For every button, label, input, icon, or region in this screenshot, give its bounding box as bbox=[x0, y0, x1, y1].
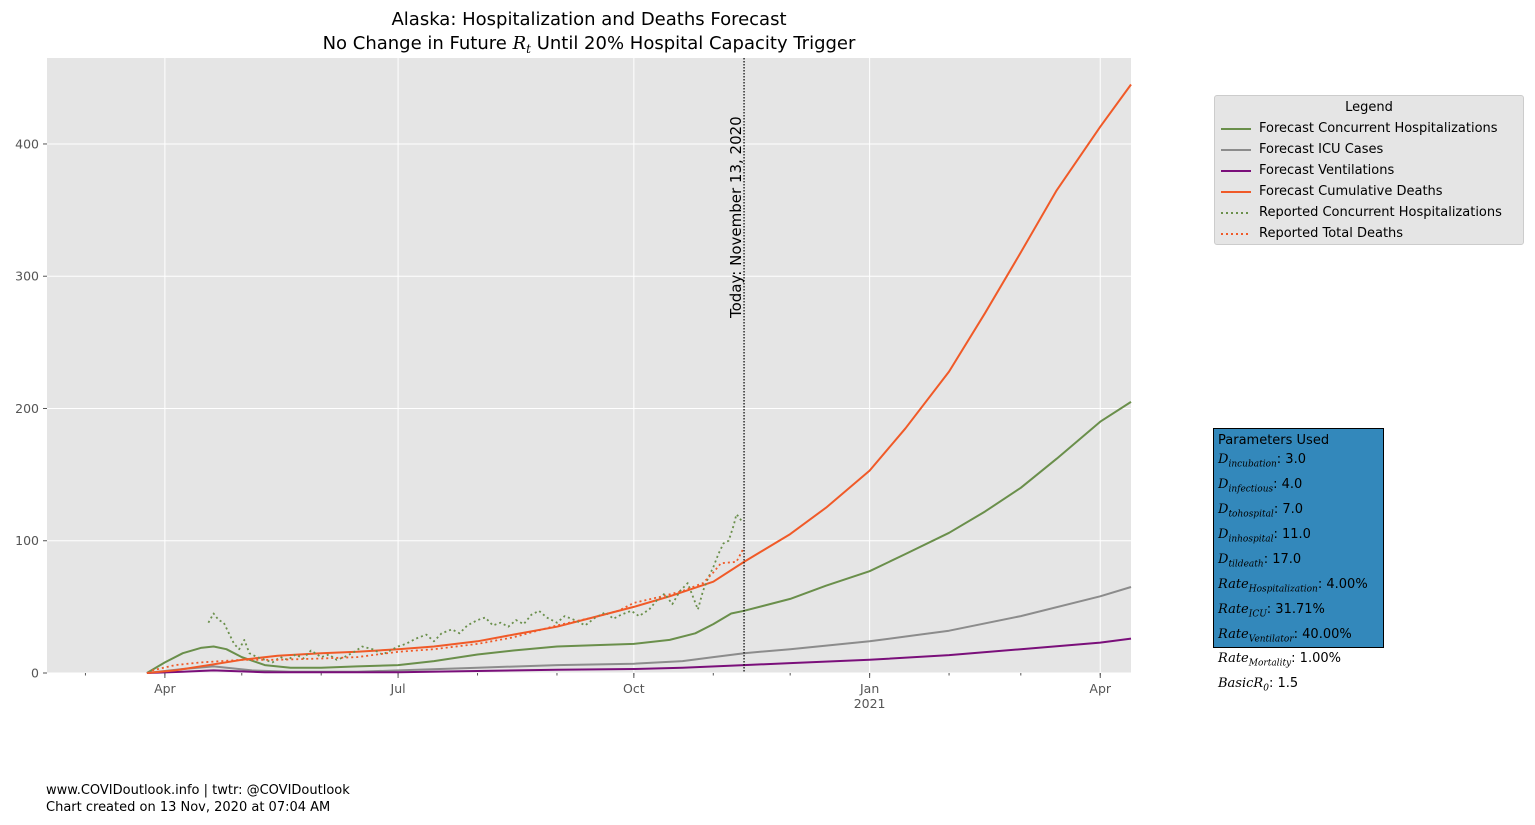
parameter-value: : 31.71% bbox=[1266, 601, 1325, 617]
series-line bbox=[146, 401, 1132, 674]
legend-item: Forecast ICU Cases bbox=[1221, 139, 1383, 160]
today-label: Today: November 13, 2020 bbox=[727, 116, 745, 319]
parameter-subscript: ICU bbox=[1248, 609, 1267, 620]
legend-swatch bbox=[1221, 127, 1251, 130]
grid-lines bbox=[47, 58, 1131, 674]
legend-item: Forecast Cumulative Deaths bbox=[1221, 181, 1443, 202]
x-tick-label: Oct bbox=[623, 681, 645, 696]
parameter-symbol: Rate bbox=[1218, 626, 1249, 642]
parameter-subscript: infectious bbox=[1228, 484, 1274, 495]
series-lines bbox=[146, 83, 1132, 674]
x-tick-label: Apr bbox=[154, 681, 176, 696]
parameter-item: RateVentilator: 40.00% bbox=[1218, 625, 1383, 650]
x-tick-label: Jul bbox=[390, 681, 406, 696]
parameter-item: BasicR0: 1.5 bbox=[1218, 674, 1383, 699]
parameter-symbol: D bbox=[1218, 551, 1229, 567]
today-marker: Today: November 13, 2020 bbox=[727, 58, 745, 673]
parameter-symbol: BasicR bbox=[1218, 676, 1264, 692]
series-line bbox=[146, 83, 1132, 674]
parameter-value: : 4.00% bbox=[1317, 576, 1368, 592]
parameter-value: : 1.5 bbox=[1268, 676, 1299, 692]
y-tick-label: 200 bbox=[15, 401, 39, 416]
legend-swatch bbox=[1221, 232, 1251, 235]
series-line bbox=[146, 586, 1132, 674]
plot-area bbox=[47, 58, 1131, 673]
series-line bbox=[146, 637, 1132, 674]
parameter-item: RateICU: 31.71% bbox=[1218, 600, 1383, 625]
parameter-subscript: Hospitalization bbox=[1248, 584, 1318, 595]
parameter-value: : 11.0 bbox=[1273, 526, 1311, 542]
legend-item: Reported Concurrent Hospitalizations bbox=[1221, 202, 1502, 223]
parameter-symbol: Rate bbox=[1218, 576, 1249, 592]
parameter-subscript: Ventilator bbox=[1248, 634, 1294, 645]
footer-created-line: Chart created on 13 Nov, 2020 at 07:04 A… bbox=[46, 800, 331, 815]
axis-ticks: 0 100 200 300 400 Apr Jul Oct Jan Apr 2021 bbox=[15, 136, 1112, 711]
y-tick-label: 100 bbox=[15, 533, 39, 548]
parameter-subscript: 0 bbox=[1263, 683, 1269, 694]
y-tick-label: 400 bbox=[15, 136, 39, 151]
parameter-value: : 4.0 bbox=[1273, 477, 1303, 493]
parameter-symbol: D bbox=[1218, 452, 1229, 468]
footer-site-line: www.COVIDoutlook.info | twtr: @COVIDoutl… bbox=[46, 783, 350, 798]
parameter-value: : 1.00% bbox=[1291, 651, 1341, 667]
legend: Legend Forecast Concurrent Hospitalizati… bbox=[1214, 95, 1524, 245]
legend-swatch bbox=[1221, 169, 1251, 172]
parameter-item: Dtildeath: 17.0 bbox=[1218, 550, 1383, 575]
chart-title: Alaska: Hospitalization and Deaths Forec… bbox=[391, 9, 786, 30]
parameter-subscript: tildeath bbox=[1228, 559, 1264, 570]
parameter-value: : 7.0 bbox=[1273, 502, 1303, 518]
x-tick-label: Apr bbox=[1089, 681, 1111, 696]
legend-swatch bbox=[1221, 148, 1251, 151]
legend-item-label: Forecast Cumulative Deaths bbox=[1259, 184, 1443, 199]
parameter-subscript: Mortality bbox=[1248, 659, 1292, 670]
legend-item-label: Reported Total Deaths bbox=[1259, 226, 1404, 241]
x-year-label: 2021 bbox=[854, 696, 886, 711]
parameter-symbol: Rate bbox=[1218, 601, 1249, 617]
parameter-item: Dinhospital: 11.0 bbox=[1218, 525, 1383, 550]
parameters-box: Parameters Used Dincubation: 3.0 Dinfecti… bbox=[1213, 428, 1384, 694]
parameter-symbol: D bbox=[1218, 502, 1229, 518]
parameter-value: : 40.00% bbox=[1293, 626, 1352, 642]
parameter-item: Dtohospital: 7.0 bbox=[1218, 500, 1383, 525]
legend-item-label: Forecast ICU Cases bbox=[1259, 142, 1384, 157]
parameter-item: Dincubation: 3.0 bbox=[1218, 450, 1383, 475]
parameter-item: Dinfectious: 4.0 bbox=[1218, 475, 1383, 500]
series-line bbox=[151, 546, 745, 672]
legend-item: Reported Total Deaths bbox=[1221, 223, 1403, 244]
parameter-symbol: D bbox=[1218, 477, 1229, 493]
chart-subtitle: No Change in Future Rt Until 20% Hospita… bbox=[323, 33, 856, 56]
x-tick-label: Jan bbox=[859, 681, 879, 696]
legend-item-label: Forecast Concurrent Hospitalizations bbox=[1259, 121, 1498, 136]
parameter-value: : 17.0 bbox=[1263, 551, 1302, 567]
parameter-subscript: inhospital bbox=[1228, 534, 1274, 545]
parameter-symbol: Rate bbox=[1218, 651, 1249, 667]
legend-swatch bbox=[1221, 211, 1251, 214]
legend-item: Forecast Concurrent Hospitalizations bbox=[1221, 118, 1498, 139]
legend-item-label: Forecast Ventilations bbox=[1259, 163, 1395, 178]
legend-item-label: Reported Concurrent Hospitalizations bbox=[1259, 205, 1502, 220]
legend-item: Forecast Ventilations bbox=[1221, 160, 1394, 181]
parameter-value: : 3.0 bbox=[1276, 452, 1306, 468]
parameter-subscript: incubation bbox=[1228, 459, 1277, 470]
parameter-item: RateHospitalization: 4.00% bbox=[1218, 575, 1383, 600]
y-tick-label: 0 bbox=[31, 666, 39, 681]
parameter-item: RateMortality: 1.00% bbox=[1218, 649, 1383, 674]
legend-swatch bbox=[1221, 190, 1251, 193]
series-line bbox=[207, 513, 743, 664]
parameters-title: Parameters Used bbox=[1218, 433, 1330, 448]
legend-title: Legend bbox=[1345, 100, 1393, 115]
parameter-subscript: tohospital bbox=[1228, 509, 1274, 520]
parameter-symbol: D bbox=[1218, 526, 1229, 542]
y-tick-label: 300 bbox=[15, 269, 39, 284]
